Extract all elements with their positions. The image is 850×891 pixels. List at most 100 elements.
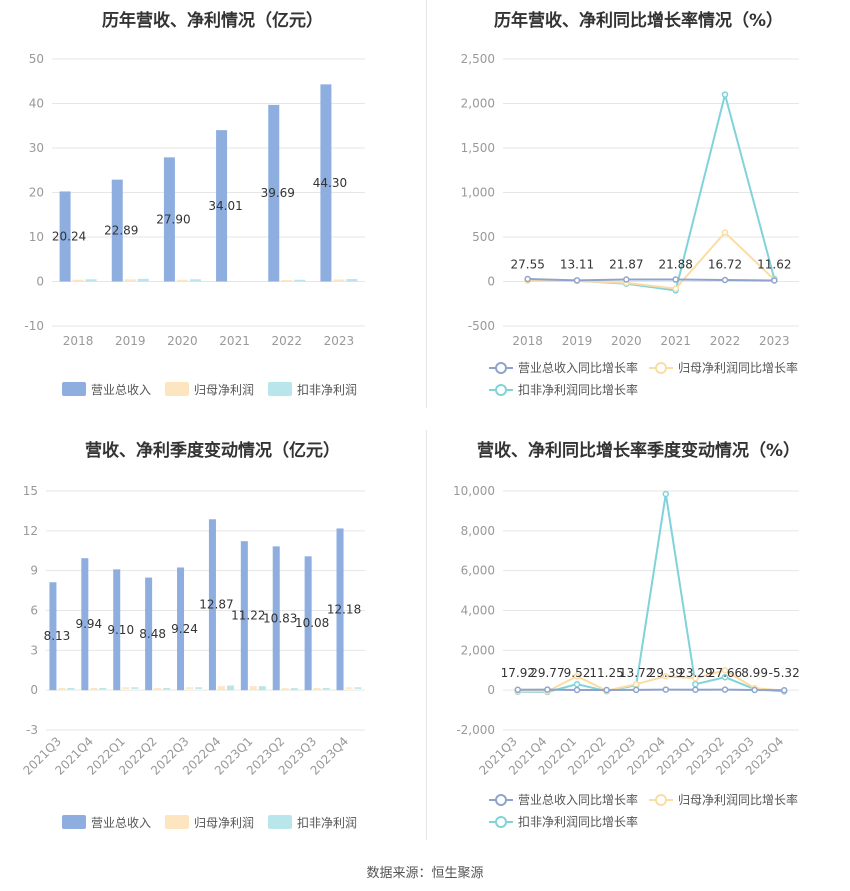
bar (67, 688, 75, 690)
y-tick-label: 9 (30, 564, 38, 578)
legend-swatch (62, 382, 86, 396)
x-tick-label: 2019 (562, 334, 593, 348)
legend-label: 归母净利润 (194, 383, 254, 397)
data-point (662, 490, 670, 498)
y-tick-label: 2,000 (461, 643, 495, 657)
data-point (623, 276, 630, 283)
data-point (573, 680, 581, 688)
data-label: 17.92 (501, 666, 535, 680)
y-tick-label: 10 (29, 230, 44, 244)
data-label: 11.25 (589, 666, 623, 680)
x-tick-label: 2019 (115, 334, 146, 348)
bar (49, 582, 57, 691)
chart-title: 历年营收、净利同比增长率情况（%） (493, 11, 784, 31)
annual-revenue-chart: -10 0 10 20 30 40 50 2018 2019 2020 2021 2022 2023 20… (24, 52, 365, 397)
legend-swatch (268, 382, 292, 396)
data-label: -5.32 (769, 666, 800, 680)
series-line (517, 688, 785, 692)
data-point (672, 285, 679, 292)
bar (59, 191, 71, 282)
panel-divider-bottom (426, 430, 427, 840)
data-label: 8.13 (44, 629, 71, 643)
data-point (573, 672, 581, 680)
x-tick-label: 2018 (63, 334, 94, 348)
data-label: 10.83 (263, 611, 297, 625)
bar (163, 157, 175, 282)
bar (154, 688, 162, 690)
data-point (721, 667, 729, 674)
bar (304, 556, 312, 691)
data-point (662, 672, 670, 680)
legend-label: 营业总收入 (91, 816, 151, 830)
bar (99, 688, 107, 690)
data-label: 8.48 (139, 627, 166, 641)
data-point (721, 673, 729, 681)
data-label: 9.94 (75, 617, 102, 631)
bar (313, 688, 321, 690)
legend-marker (495, 794, 507, 806)
bar (320, 84, 332, 282)
data-point (692, 686, 699, 693)
y-tick-label: 8,000 (461, 524, 495, 538)
data-label: 29.77 (530, 666, 564, 680)
data-point (632, 680, 640, 688)
x-tick-label: 2022 (271, 334, 302, 348)
data-point (692, 674, 699, 682)
legend-marker (495, 384, 507, 396)
legend-marker (495, 816, 507, 828)
y-tick-label: 12 (23, 524, 38, 538)
x-tick-label: 2020 (611, 334, 642, 348)
y-tick-label: 500 (472, 230, 495, 244)
y-tick-label: 0 (487, 275, 495, 289)
bar (240, 541, 248, 691)
data-label: 8.99 (741, 666, 768, 680)
bar (90, 688, 98, 690)
bar (58, 688, 66, 690)
bar (176, 279, 188, 282)
data-point (662, 686, 670, 693)
y-tick-label: 6,000 (461, 564, 495, 578)
legend-swatch (165, 815, 189, 829)
legend-label: 扣非净利润 (297, 383, 357, 397)
legend-swatch (165, 382, 189, 396)
y-tick-label: 4,000 (461, 604, 495, 618)
bar (333, 279, 345, 282)
data-point (573, 277, 581, 284)
data-label: 10.08 (295, 616, 329, 630)
bar (81, 558, 89, 691)
quarterly-revenue-panel: 营收、净利季度变动情况（亿元） -3 0 3 6 9 12 15 2021Q3 2021Q4 20… (0, 430, 425, 850)
bar (322, 688, 330, 690)
data-label: 34.01 (208, 199, 242, 213)
bar (336, 528, 344, 691)
series-line (517, 493, 785, 693)
x-tick-label: 2022 (710, 334, 741, 348)
x-tick-label: 2021 (219, 334, 250, 348)
bar (137, 278, 149, 282)
y-tick-label: 1,000 (461, 186, 495, 200)
data-point (524, 275, 531, 283)
y-tick-label: -500 (468, 319, 495, 333)
data-source-note: 数据来源：恒生聚源 (366, 866, 484, 881)
bar (290, 688, 298, 691)
data-point (672, 276, 679, 283)
legend-label: 扣非净利润同比增长率 (518, 814, 638, 829)
y-tick-label: 0 (36, 275, 44, 289)
legend-marker (495, 362, 507, 374)
data-label: 44.30 (313, 176, 347, 190)
bar (272, 546, 280, 691)
legend-label: 归母净利润同比增长率 (678, 360, 798, 375)
bar (85, 279, 97, 282)
y-tick-label: 30 (29, 141, 44, 155)
bar (131, 687, 139, 689)
data-point (721, 686, 729, 693)
data-label: 12.87 (199, 598, 233, 612)
bar (345, 687, 353, 689)
data-label: 22.89 (104, 224, 138, 238)
y-tick-label: -10 (24, 319, 44, 333)
quarterly-revenue-chart: -3036912152021Q32021Q42022Q12022Q22022Q3… (20, 484, 365, 830)
panel-divider-top (426, 0, 427, 408)
quarterly-growth-chart: -2,00002,0004,0006,0008,00010,0002021Q32… (453, 484, 800, 829)
y-tick-label: 3 (30, 643, 38, 657)
y-tick-label: 15 (23, 484, 38, 498)
bar (177, 567, 185, 691)
